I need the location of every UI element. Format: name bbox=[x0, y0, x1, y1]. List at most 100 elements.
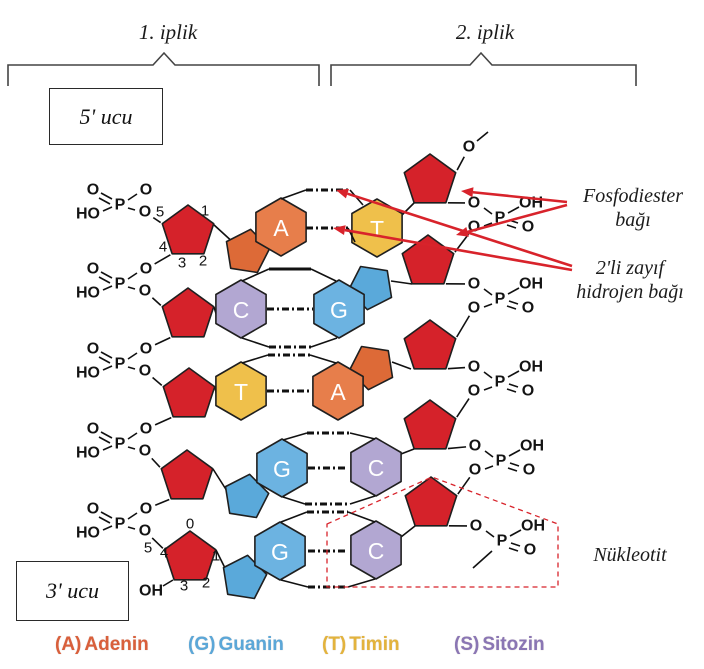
oxygen-label: O bbox=[469, 462, 481, 479]
sugar-carbon-number: 2 bbox=[202, 575, 210, 592]
oxygen-label: O bbox=[470, 518, 482, 535]
bond-line bbox=[506, 388, 517, 393]
phosphodiester-bond-right bbox=[456, 315, 471, 338]
hydrogen-bond-stub bbox=[347, 511, 376, 523]
sugar-pentagon bbox=[161, 204, 215, 255]
phosphodiester-bond-left bbox=[154, 416, 172, 426]
nucleotide-label: Nükleotit bbox=[593, 544, 667, 566]
sugar-carbon-number: 0 bbox=[186, 516, 194, 533]
base-hexagon-G bbox=[256, 438, 308, 498]
bond-line bbox=[98, 356, 111, 364]
sugar-carbon-number: 4 bbox=[160, 545, 168, 562]
base-letter-C: C bbox=[368, 538, 385, 564]
glycosidic-bond bbox=[212, 468, 228, 492]
terminal-dangling-bond bbox=[476, 131, 489, 142]
legend-symbol-sitozin: (S) bbox=[454, 634, 480, 655]
bond-line bbox=[127, 432, 138, 440]
hydroxyl-label: HO bbox=[76, 525, 100, 542]
sugar-carbon-number: 3 bbox=[180, 578, 188, 595]
base-letter-A: A bbox=[273, 215, 289, 241]
bond-line bbox=[507, 370, 520, 378]
hydrogen-bond-stub bbox=[349, 495, 376, 505]
base-hexagon-C bbox=[350, 437, 402, 497]
base-letter-G: G bbox=[271, 539, 289, 565]
base-hexagon-T bbox=[215, 361, 267, 421]
oxygen-label: O bbox=[87, 261, 99, 278]
bond-line bbox=[102, 365, 113, 371]
phosphodiester-arrow-head bbox=[461, 187, 474, 198]
phosphodiester-line-1: Fosfodiester bbox=[583, 185, 683, 207]
phosphodiester-bond-left bbox=[151, 297, 162, 306]
nucleotide-outline bbox=[326, 476, 559, 588]
bond-line bbox=[100, 511, 113, 519]
bond-line bbox=[98, 276, 111, 284]
phosphodiester-bond-left bbox=[151, 457, 161, 468]
bond-line bbox=[484, 450, 494, 458]
oxygen-label: O bbox=[468, 300, 480, 317]
hydrogen-bond-stub bbox=[282, 496, 306, 505]
phosphodiester-bond-right bbox=[447, 366, 466, 370]
oxygen-label: O bbox=[468, 383, 480, 400]
sugar-pentagon bbox=[160, 449, 214, 500]
hydrogen-bond-stub bbox=[241, 337, 270, 348]
legend-symbol-adenin: (A) bbox=[55, 634, 82, 655]
oxygen-label: O bbox=[140, 261, 152, 278]
bond-line bbox=[506, 305, 517, 310]
legend-name-guanin: Guanin bbox=[218, 634, 284, 655]
oxygen-label: O bbox=[468, 276, 480, 293]
bond-line bbox=[102, 206, 113, 212]
bond-line bbox=[507, 467, 518, 472]
sugar-carbon-number: 1 bbox=[212, 548, 220, 565]
bond-line bbox=[510, 542, 521, 547]
legend-item-timin: (T) Timin bbox=[322, 634, 400, 656]
bond-line bbox=[127, 512, 138, 520]
sugar-carbon-number: 1 bbox=[201, 203, 209, 220]
hydrogen-bond-stub bbox=[282, 432, 308, 441]
phosphodiester-bond-right bbox=[456, 398, 470, 418]
phosphorus-label: P bbox=[495, 374, 506, 391]
legend-symbol-guanin: (G) bbox=[188, 634, 216, 655]
sugar-carbon-number: 3 bbox=[178, 255, 186, 272]
sugar-carbon-number: 4 bbox=[159, 239, 167, 256]
bond-line bbox=[483, 371, 493, 379]
sugar-pentagon bbox=[403, 319, 457, 370]
bond-line bbox=[127, 446, 136, 450]
bond-line bbox=[127, 366, 136, 370]
base-hexagon-A bbox=[312, 361, 364, 421]
oxygen-label: O bbox=[524, 542, 536, 559]
sugar-carbon-number: 2 bbox=[199, 253, 207, 270]
hydroxyl-label: OH bbox=[521, 518, 545, 535]
phosphorus-label: P bbox=[115, 276, 126, 293]
glycosidic-bond bbox=[400, 525, 416, 538]
terminal-bond bbox=[456, 156, 465, 171]
bond-line bbox=[485, 530, 495, 538]
bond-line bbox=[102, 285, 113, 291]
bond-line bbox=[100, 351, 113, 359]
oxygen-label: O bbox=[468, 359, 480, 376]
hydrogen-bond-label: 2'li zayıf hidrojen bağı bbox=[556, 256, 704, 304]
hydrogen-bond-stub bbox=[280, 579, 309, 588]
phosphodiester-bond-left bbox=[154, 254, 171, 265]
hydrogen-bond-arrow bbox=[344, 228, 573, 272]
bond-line bbox=[102, 445, 113, 451]
three-prime-hydroxyl-label: OH bbox=[139, 583, 163, 600]
base-hexagon-A bbox=[255, 197, 307, 257]
oxygen-label: O bbox=[139, 363, 151, 380]
oxygen-label: O bbox=[139, 283, 151, 300]
legend-name-adenin: Adenin bbox=[84, 634, 149, 655]
hydrogen-bond-arrow-head bbox=[333, 225, 346, 235]
hydroxyl-label: OH bbox=[519, 359, 543, 376]
base-letter-T: T bbox=[370, 216, 384, 242]
legend-name-timin: Timin bbox=[349, 634, 400, 655]
bond-line bbox=[508, 547, 519, 552]
phosphodiester-line-2: bağı bbox=[615, 209, 651, 231]
strand-1-brace bbox=[7, 51, 320, 86]
oxygen-label: O bbox=[139, 204, 151, 221]
phosphorus-label: P bbox=[495, 291, 506, 308]
oxygen-label: O bbox=[87, 501, 99, 518]
hydrogen-bond-stub bbox=[280, 511, 308, 523]
oxygen-label: O bbox=[139, 523, 151, 540]
hydroxyl-label: OH bbox=[519, 276, 543, 293]
sugar-pentagon bbox=[404, 476, 458, 527]
sugar-pentagon bbox=[161, 287, 215, 338]
